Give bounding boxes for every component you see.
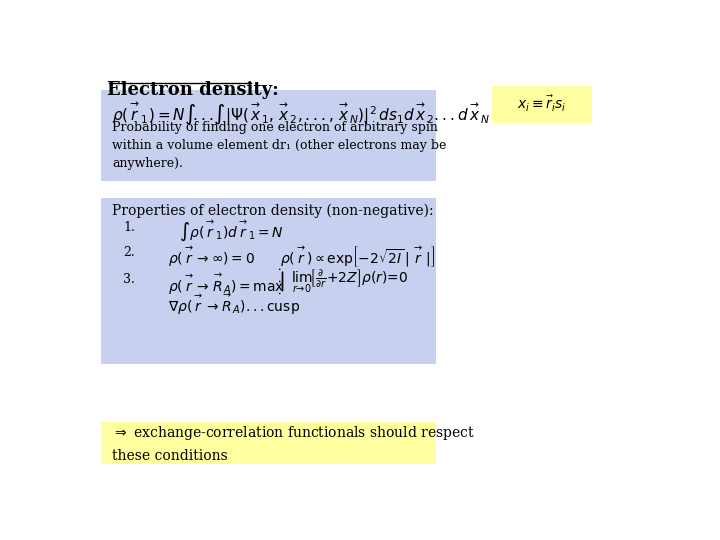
- Text: $\rho(\overset{\to}{r}_1) = N\int\!...\!\int|\Psi(\overset{\to}{x}_1,\overset{\t: $\rho(\overset{\to}{r}_1) = N\int\!...\!…: [112, 100, 490, 127]
- Text: 3.: 3.: [124, 273, 135, 286]
- Text: $\nabla\rho(\overset{\to}{r} \to \overset{\to}{R}_A)...\mathrm{cusp}$: $\nabla\rho(\overset{\to}{r} \to \overse…: [168, 292, 300, 318]
- Text: 2.: 2.: [124, 246, 135, 259]
- Text: Properties of electron density (non-negative):: Properties of electron density (non-nega…: [112, 204, 434, 219]
- Text: $\Rightarrow$ exchange-correlation functionals should respect
these conditions: $\Rightarrow$ exchange-correlation funct…: [112, 424, 475, 463]
- FancyBboxPatch shape: [101, 198, 436, 364]
- Text: Probability of finding one electron of arbitrary spin
within a volume element dr: Probability of finding one electron of a…: [112, 121, 446, 170]
- Text: $\rho(\overset{\to}{r} \to \overset{\to}{R}_A) = \mathrm{max}$: $\rho(\overset{\to}{r} \to \overset{\to}…: [168, 272, 284, 296]
- FancyBboxPatch shape: [492, 85, 592, 123]
- Text: $\int\rho(\overset{\to}{r}_1)d\overset{\to}{r}_1 = N$: $\int\rho(\overset{\to}{r}_1)d\overset{\…: [179, 219, 284, 243]
- Text: Electron density:: Electron density:: [107, 82, 279, 99]
- Text: $\lim_{r\to 0}\!\left[\frac{\partial}{\partial r} + 2Z\right]\rho(r) = 0$: $\lim_{r\to 0}\!\left[\frac{\partial}{\p…: [291, 268, 408, 295]
- Text: $x_i \equiv \vec{r}_i s_i$: $x_i \equiv \vec{r}_i s_i$: [517, 94, 567, 114]
- Text: $\rho(\overset{\to}{r} \to \infty) = 0$: $\rho(\overset{\to}{r} \to \infty) = 0$: [168, 245, 255, 268]
- FancyBboxPatch shape: [101, 422, 436, 464]
- Text: 1.: 1.: [124, 221, 135, 234]
- FancyBboxPatch shape: [101, 90, 436, 181]
- Text: $\rho(\overset{\to}{r}) \propto \exp\!\left[-2\sqrt{2I}\,|\,\overset{\to}{r}\,|\: $\rho(\overset{\to}{r}) \propto \exp\!\l…: [280, 245, 435, 269]
